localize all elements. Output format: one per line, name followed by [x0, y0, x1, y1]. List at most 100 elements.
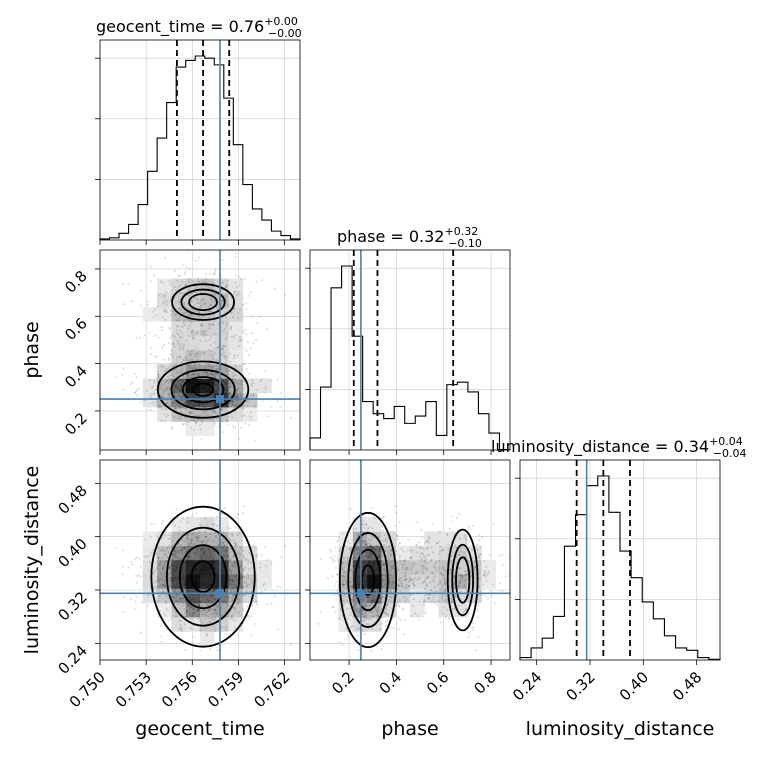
sample-point — [202, 549, 205, 552]
sample-point — [227, 416, 230, 419]
sample-point — [196, 550, 199, 553]
sample-point — [210, 573, 213, 577]
sample-point — [182, 608, 186, 611]
sample-point — [175, 329, 178, 332]
sample-point — [214, 587, 217, 590]
sample-point — [369, 617, 372, 621]
sample-point — [404, 578, 407, 581]
sample-point — [214, 372, 218, 375]
sample-point — [225, 419, 229, 422]
sample-point — [233, 590, 236, 593]
sample-point — [224, 367, 227, 370]
sample-point — [454, 595, 457, 598]
sample-point — [210, 593, 213, 596]
sample-point — [173, 390, 176, 394]
sample-point — [411, 549, 414, 552]
sample-point — [375, 617, 378, 621]
sample-point — [228, 369, 231, 372]
sample-point — [221, 348, 224, 351]
sample-point — [186, 581, 190, 584]
sample-point — [197, 552, 200, 555]
sample-point — [173, 553, 176, 556]
sample-point — [372, 615, 375, 618]
sample-point — [179, 607, 182, 610]
sample-point — [202, 558, 205, 561]
sample-point — [426, 568, 429, 571]
density-cell — [228, 278, 244, 294]
sample-point — [173, 335, 176, 338]
sample-point — [198, 363, 201, 366]
sample-point — [174, 577, 177, 580]
sample-point — [174, 611, 177, 614]
sample-point — [149, 408, 152, 411]
sample-point — [370, 649, 373, 652]
sample-point — [187, 578, 190, 581]
sample-point — [389, 553, 393, 556]
sample-point — [196, 568, 199, 571]
sample-point — [423, 603, 426, 606]
sample-point — [215, 584, 219, 587]
sample-point — [410, 566, 413, 569]
sample-point — [183, 546, 186, 549]
sample-point — [193, 297, 197, 300]
sample-point — [149, 265, 152, 268]
sample-point — [202, 334, 205, 337]
sample-point — [171, 579, 174, 582]
sample-point — [184, 615, 187, 618]
sample-point — [189, 605, 193, 609]
sample-point — [213, 393, 216, 396]
sample-point — [223, 391, 226, 394]
sample-point — [203, 385, 207, 388]
sample-point — [199, 556, 202, 559]
sample-point — [366, 600, 369, 603]
sample-point — [183, 407, 186, 410]
sample-point — [166, 546, 169, 549]
sample-point — [174, 383, 178, 386]
sample-point — [263, 391, 266, 394]
sample-point — [183, 580, 186, 584]
sample-point — [164, 310, 167, 313]
injection-marker-phase-luminosity_distance — [356, 589, 365, 598]
sample-point — [276, 378, 279, 381]
sample-point — [394, 524, 397, 527]
sample-point — [264, 588, 267, 591]
sample-point — [392, 565, 395, 568]
sample-point — [382, 585, 385, 588]
sample-point — [185, 578, 188, 581]
sample-point — [197, 617, 200, 621]
sample-point — [234, 563, 237, 566]
sample-point — [229, 547, 232, 550]
sample-point — [178, 529, 181, 532]
sample-point — [231, 578, 235, 582]
contour-main-2 — [354, 548, 382, 612]
sample-point — [207, 599, 210, 602]
sample-point — [208, 327, 211, 330]
sample-point — [234, 274, 237, 277]
sample-point — [149, 523, 152, 526]
sample-point — [198, 579, 202, 582]
sample-point — [183, 303, 186, 306]
sample-point — [205, 390, 208, 393]
sample-point — [212, 410, 215, 413]
sample-point — [203, 540, 206, 543]
sample-point — [194, 571, 197, 574]
sample-point — [161, 519, 165, 523]
sample-point — [410, 572, 413, 575]
sample-point — [153, 568, 156, 572]
sample-point — [235, 294, 239, 297]
sample-point — [399, 579, 402, 582]
sample-point — [221, 600, 224, 603]
sample-point — [258, 566, 261, 569]
sample-point — [182, 358, 185, 361]
sample-point — [183, 586, 187, 589]
sample-point — [214, 384, 217, 387]
sample-point — [444, 600, 447, 603]
sample-point — [164, 614, 167, 617]
sample-point — [273, 595, 276, 599]
sample-point — [206, 380, 209, 383]
sample-point — [199, 587, 202, 590]
sample-point — [345, 583, 348, 586]
sample-point — [198, 567, 201, 570]
sample-point — [486, 597, 490, 600]
sample-point — [236, 290, 239, 294]
